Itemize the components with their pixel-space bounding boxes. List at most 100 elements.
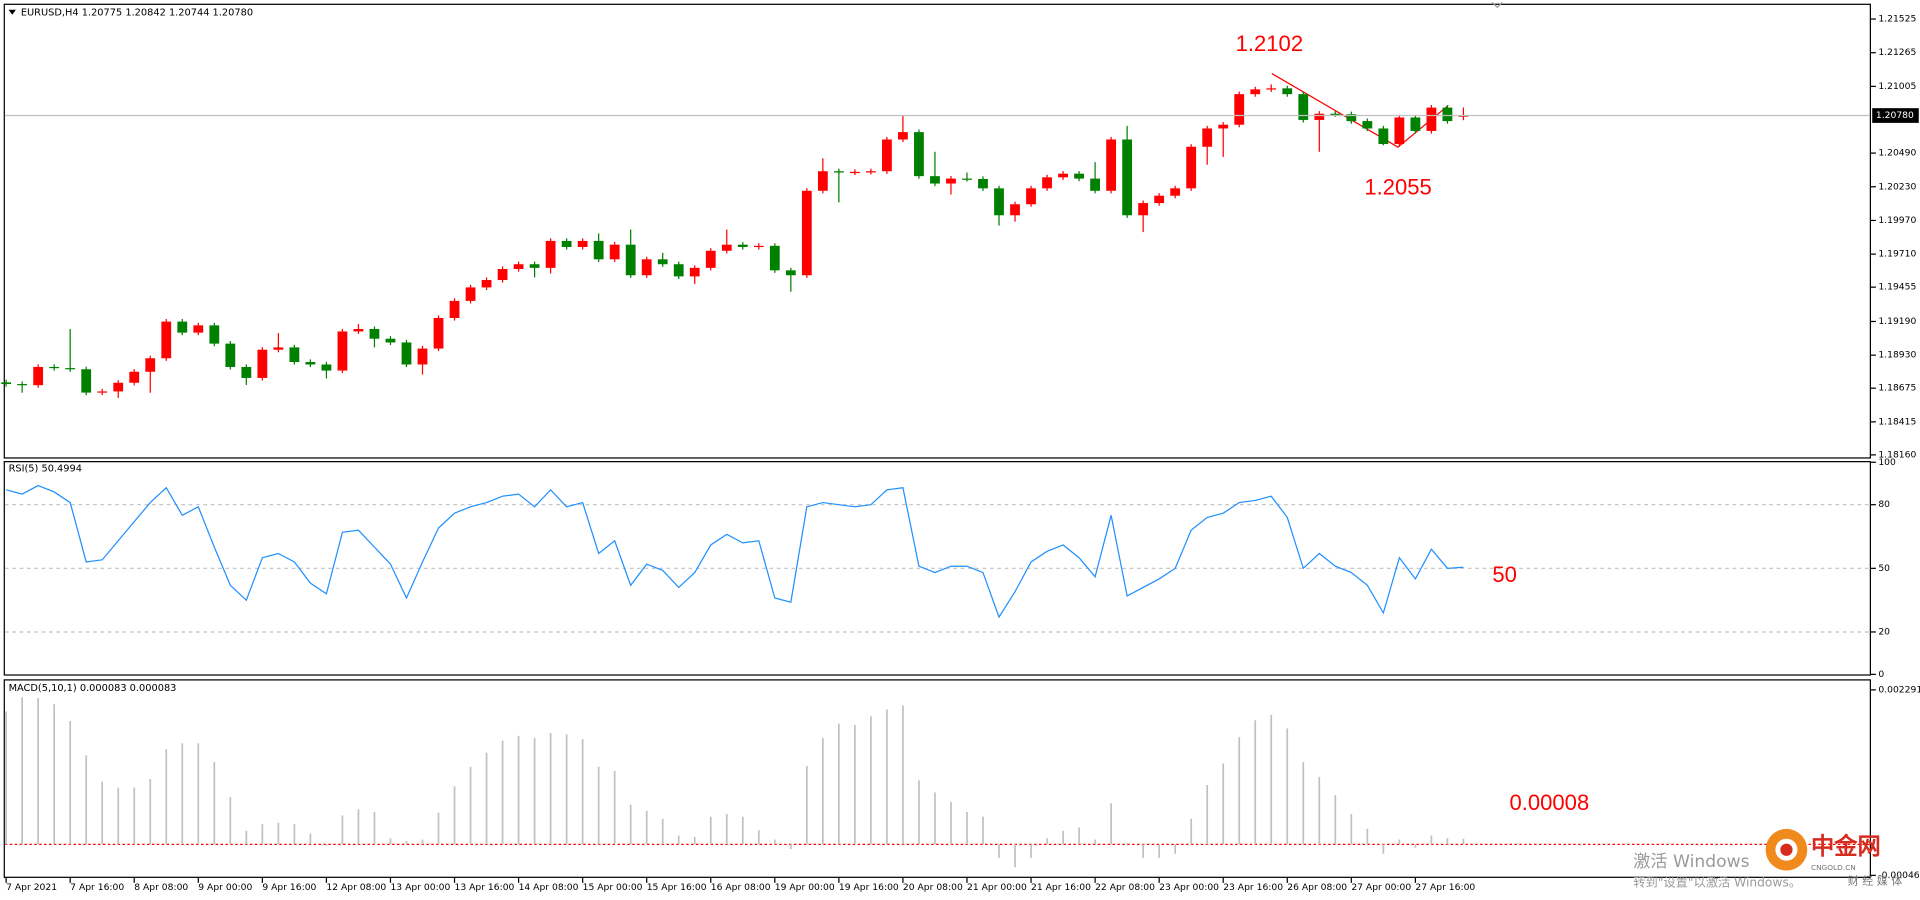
candle-body <box>177 321 188 333</box>
candle-body <box>1 382 12 385</box>
y-tick-label: 1.19190 <box>1878 316 1916 327</box>
last-price-box <box>1872 108 1919 123</box>
candle-body <box>978 178 988 189</box>
candle-body <box>513 264 524 270</box>
x-tick-label: 15 Apr 16:00 <box>647 882 707 893</box>
candle-body <box>561 240 572 247</box>
candle-body <box>1378 128 1389 145</box>
candle-body <box>785 270 796 276</box>
x-tick-label: 21 Apr 16:00 <box>1031 882 1091 893</box>
x-tick-label: 27 Apr 16:00 <box>1415 882 1475 893</box>
candle-body <box>145 358 156 372</box>
annotation: 0.00008 <box>1510 790 1590 815</box>
candle-body <box>97 391 108 393</box>
x-tick-label: 20 Apr 08:00 <box>903 882 963 893</box>
x-tick-label: 9 Apr 00:00 <box>198 882 252 893</box>
candle-body <box>609 244 620 260</box>
candle-body <box>1186 146 1197 189</box>
candle-body <box>1362 121 1373 129</box>
candle-body <box>914 132 924 177</box>
x-tick-label: 12 Apr 08:00 <box>326 882 386 893</box>
x-tick-label: 21 Apr 00:00 <box>967 882 1027 893</box>
candle-body <box>129 371 140 383</box>
activate-hint: 转到"设置"以激活 Windows。 <box>1633 874 1801 889</box>
candle-body <box>1058 173 1068 178</box>
candle-body <box>49 366 60 369</box>
candle-body <box>593 240 604 260</box>
y-tick-label: 1.20490 <box>1878 148 1916 159</box>
candle-body <box>481 280 492 288</box>
annotation: 1.2102 <box>1236 31 1303 56</box>
y-tick-label: 1.18930 <box>1878 350 1916 361</box>
shift-marker <box>1491 2 1503 9</box>
candle-body <box>225 343 236 367</box>
candle-body <box>689 267 700 277</box>
candle-body <box>1314 113 1325 120</box>
x-tick-label: 19 Apr 00:00 <box>775 882 835 893</box>
candle-body <box>1026 188 1036 205</box>
collapse-arrow[interactable] <box>8 9 16 15</box>
candle-body <box>962 178 972 180</box>
candle-body <box>641 259 652 276</box>
candle-body <box>529 264 540 268</box>
candle-body <box>337 331 348 371</box>
activate-title: 激活 Windows <box>1633 852 1749 872</box>
macd-panel <box>3 679 1871 878</box>
x-tick-label: 15 Apr 00:00 <box>583 882 643 893</box>
candle-body <box>1218 124 1229 129</box>
candle-body <box>1442 107 1453 122</box>
candle-body <box>673 264 684 277</box>
candle-body <box>817 171 828 191</box>
logo-text: 中金网 <box>1811 833 1881 860</box>
candle-body <box>721 244 732 251</box>
candle-body <box>321 364 332 371</box>
y-tick-label: 1.19710 <box>1878 249 1916 260</box>
y-tick-label: 1.21525 <box>1878 14 1916 25</box>
candle-body <box>1346 114 1357 122</box>
candle-body <box>1154 195 1165 204</box>
candle-body <box>369 328 380 339</box>
y-tick-label: 1.20230 <box>1878 181 1916 192</box>
x-tick-label: 19 Apr 16:00 <box>839 882 899 893</box>
x-tick-label: 8 Apr 08:00 <box>134 882 188 893</box>
candle-body <box>1250 89 1261 95</box>
candle-body <box>577 240 588 247</box>
candle-body <box>1106 139 1117 191</box>
candle-body <box>1138 203 1149 216</box>
annotation: 50 <box>1492 562 1517 587</box>
y-tick-label: 50 <box>1878 563 1890 574</box>
candle-body <box>657 259 668 265</box>
candle-body <box>865 171 876 173</box>
logo-dot <box>1780 843 1793 856</box>
candle-body <box>545 240 556 268</box>
y-tick-label: 1.18160 <box>1878 449 1916 460</box>
candle-body <box>1042 177 1052 189</box>
candle-body <box>1394 117 1405 145</box>
candle-body <box>1410 117 1421 131</box>
candle-body <box>849 171 860 174</box>
x-tick-label: 9 Apr 16:00 <box>262 882 316 893</box>
candle-body <box>994 188 1004 216</box>
candle-body <box>1202 128 1213 147</box>
rsi-line <box>5 484 1464 619</box>
candle-body <box>449 300 460 318</box>
candle-body <box>305 362 316 365</box>
candle-body <box>497 269 508 281</box>
y-tick-label: -0.00046 <box>1878 870 1919 881</box>
x-tick-label: 23 Apr 00:00 <box>1159 882 1219 893</box>
candle-body <box>898 132 908 140</box>
y-tick-label: 20 <box>1878 626 1890 637</box>
candle-body <box>737 244 748 247</box>
y-tick-label: 1.21005 <box>1878 81 1916 92</box>
y-tick-label: 1.18675 <box>1878 383 1916 394</box>
candle-body <box>65 368 76 370</box>
rsi-panel <box>3 461 1871 676</box>
candle-body <box>833 171 844 173</box>
candle-body <box>1266 88 1277 90</box>
price-title: EURUSD,H4 1.20775 1.20842 1.20744 1.2078… <box>21 7 253 18</box>
candle-body <box>930 176 940 184</box>
x-tick-label: 27 Apr 00:00 <box>1351 882 1411 893</box>
x-tick-label: 16 Apr 08:00 <box>711 882 771 893</box>
candle-body <box>161 321 172 359</box>
